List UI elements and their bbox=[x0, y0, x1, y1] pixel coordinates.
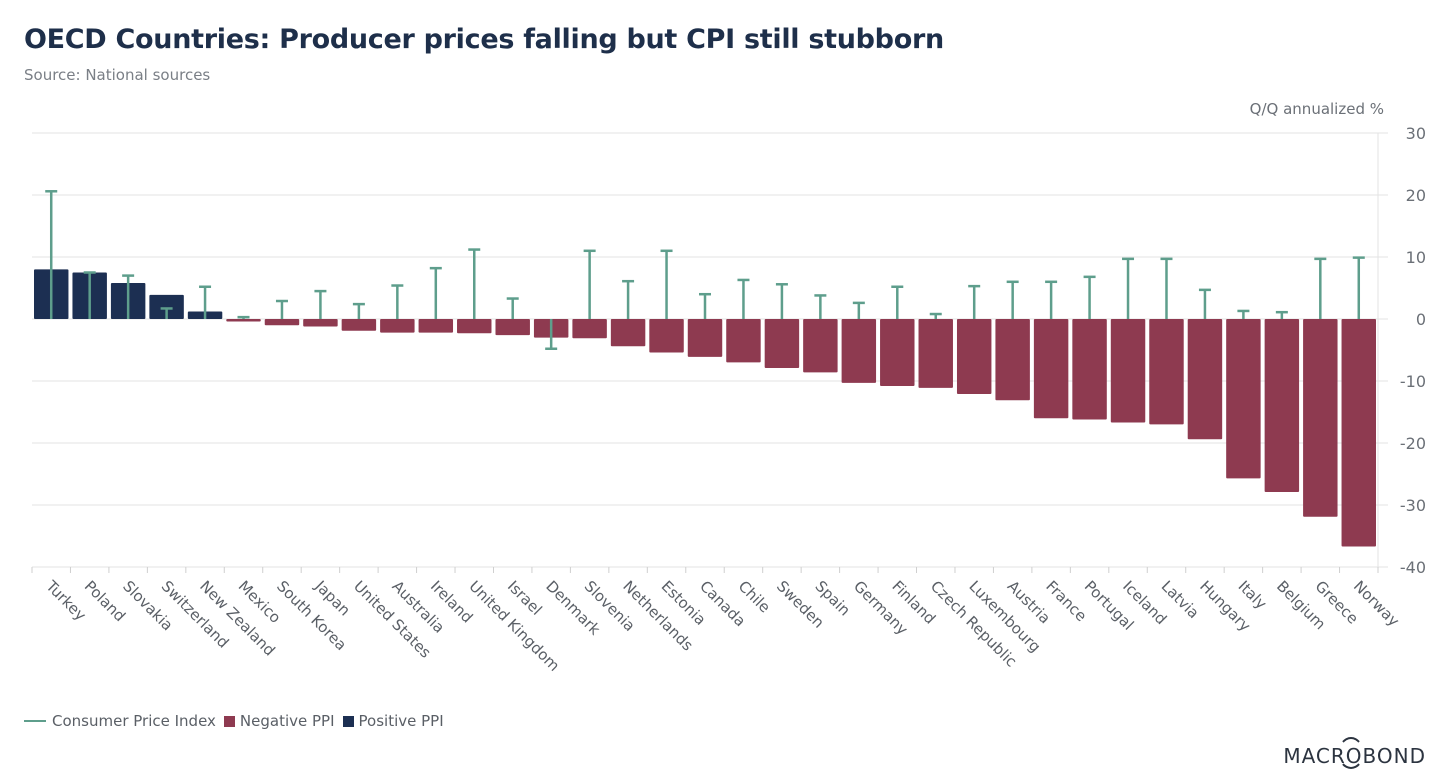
brand-arc-icon bbox=[1338, 737, 1364, 769]
ppi-bar-spain bbox=[803, 319, 838, 373]
chart-title: OECD Countries: Producer prices falling … bbox=[24, 24, 944, 55]
ppi-bar-latvia bbox=[1149, 319, 1184, 425]
ppi-bar-chile bbox=[726, 319, 761, 363]
legend-label: Negative PPI bbox=[239, 712, 335, 730]
ppi-bar-mexico bbox=[226, 319, 261, 322]
y-tick-label: -20 bbox=[1400, 434, 1426, 453]
ppi-bar-iceland bbox=[1110, 319, 1146, 423]
ppi-bar-belgium bbox=[1264, 319, 1300, 492]
ppi-bar-canada bbox=[687, 319, 723, 357]
ppi-bar-switzerland bbox=[149, 294, 184, 319]
ppi-bar-italy bbox=[1226, 319, 1261, 479]
ppi-bar-estonia bbox=[649, 319, 684, 353]
ppi-bar-netherlands bbox=[610, 319, 646, 347]
ppi-bar-ireland bbox=[418, 319, 454, 333]
y-tick-labels: 30 20 10 0 -10 -20 -30 -40 bbox=[1400, 124, 1426, 577]
ppi-bar-united-kingdom bbox=[457, 319, 492, 334]
brand-logo: MACROBOND bbox=[1283, 744, 1426, 768]
ppi-bar-germany bbox=[841, 319, 877, 383]
legend-item-cpi: Consumer Price Index bbox=[24, 712, 216, 730]
y-axis-label: Q/Q annualized % bbox=[1249, 100, 1384, 118]
legend-label: Consumer Price Index bbox=[52, 712, 216, 730]
y-tick-label: -30 bbox=[1400, 496, 1426, 515]
y-tick-label: 10 bbox=[1406, 248, 1426, 267]
ppi-bar-portugal bbox=[1072, 319, 1107, 420]
x-tick-label: Norway bbox=[1350, 577, 1403, 630]
ppi-bar-czech-republic bbox=[918, 319, 953, 388]
ppi-bars bbox=[34, 269, 1376, 547]
positive-ppi-swatch-icon bbox=[342, 715, 354, 727]
legend-label: Positive PPI bbox=[358, 712, 444, 730]
ppi-bar-japan bbox=[303, 319, 338, 327]
ppi-bar-slovenia bbox=[572, 319, 607, 339]
ppi-bar-greece bbox=[1303, 319, 1338, 517]
negative-ppi-swatch-icon bbox=[223, 715, 235, 727]
ppi-bar-luxembourg bbox=[956, 319, 992, 395]
y-tick-label: -10 bbox=[1400, 372, 1426, 391]
ppi-bar-israel bbox=[495, 319, 530, 336]
chart-subtitle: Source: National sources bbox=[24, 66, 211, 84]
x-tick-label: Turkey bbox=[42, 576, 90, 624]
y-tick-label: -40 bbox=[1400, 558, 1426, 577]
ppi-bar-hungary bbox=[1187, 319, 1223, 440]
ppi-bar-austria bbox=[995, 319, 1030, 401]
ppi-bar-united-states bbox=[341, 319, 377, 331]
legend-item-positive-ppi: Positive PPI bbox=[342, 712, 444, 730]
ppi-bar-finland bbox=[880, 319, 915, 386]
y-tick-label: 0 bbox=[1416, 310, 1426, 329]
ppi-bar-france bbox=[1033, 319, 1069, 419]
ppi-bar-south-korea bbox=[264, 319, 300, 326]
ppi-bar-norway bbox=[1341, 319, 1376, 547]
y-tick-label: 20 bbox=[1406, 186, 1426, 205]
ppi-bar-sweden bbox=[764, 319, 800, 368]
ppi-bar-australia bbox=[380, 319, 415, 333]
cpi-line-swatch-icon bbox=[24, 720, 46, 722]
x-tick-label: Poland bbox=[81, 577, 129, 625]
legend-item-negative-ppi: Negative PPI bbox=[223, 712, 335, 730]
cpi-stems bbox=[45, 190, 1365, 351]
y-tick-label: 30 bbox=[1406, 124, 1426, 143]
legend: Consumer Price Index Negative PPI Positi… bbox=[24, 712, 452, 730]
